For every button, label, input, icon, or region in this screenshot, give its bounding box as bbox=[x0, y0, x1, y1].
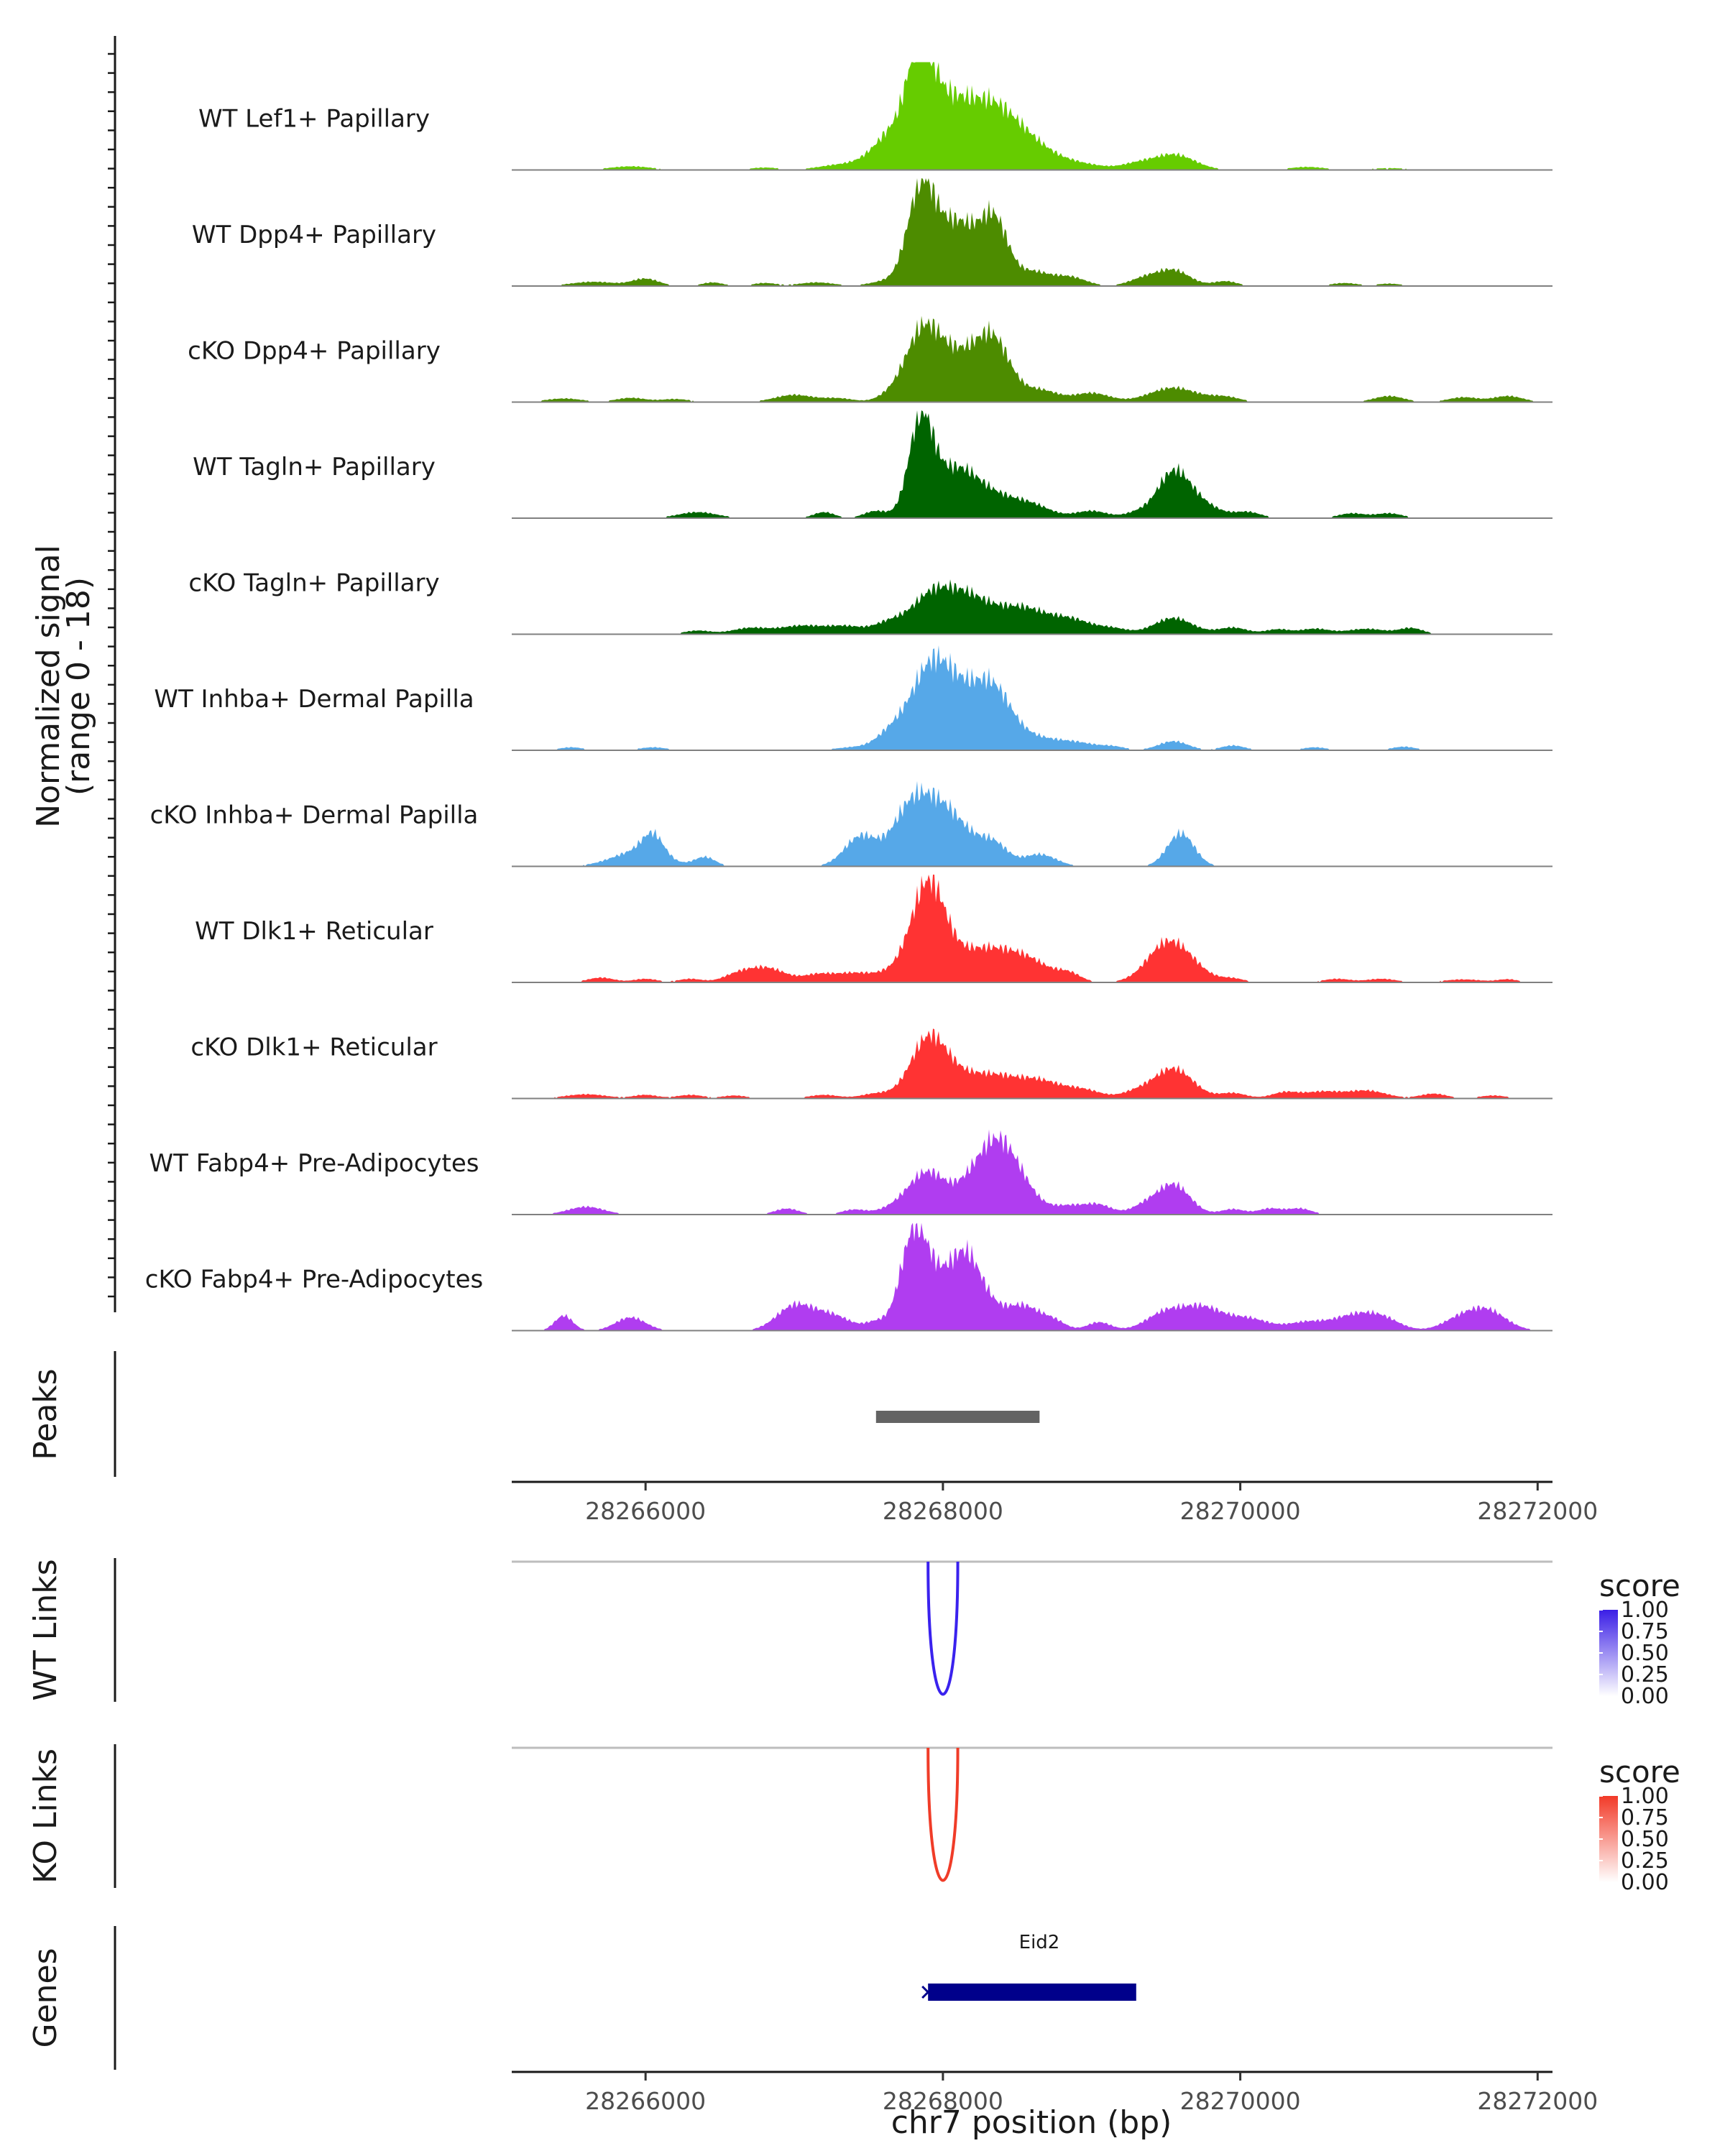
legend-tick-label: 1.00 bbox=[1621, 1598, 1669, 1623]
coverage-area bbox=[512, 780, 1552, 867]
legend-tick-label: 1.00 bbox=[1621, 1784, 1669, 1809]
x-axis-genes: 28266000 28268000 28270000 28272000 bbox=[512, 2070, 1598, 2115]
x-tick-label: 28270000 bbox=[1180, 1497, 1301, 1525]
track-label: cKO Dpp4+ Papillary bbox=[188, 337, 441, 366]
track-label: WT Lef1+ Papillary bbox=[198, 105, 430, 134]
legend-tick-label: 0.25 bbox=[1621, 1848, 1669, 1874]
x-tick-label: 28272000 bbox=[1477, 2087, 1598, 2115]
coverage-area bbox=[512, 1028, 1552, 1099]
coverage-area bbox=[512, 62, 1552, 170]
coverage-area bbox=[512, 1129, 1552, 1215]
coverage-area bbox=[512, 315, 1552, 402]
x-axis-peaks: 28266000 28268000 28270000 28272000 bbox=[512, 1480, 1598, 1525]
track-label: WT Tagln+ Papillary bbox=[193, 453, 436, 482]
x-axis-title: chr7 position (bp) bbox=[891, 2104, 1172, 2141]
coverage-track-3: cKO Dpp4+ Papillary bbox=[188, 315, 1552, 403]
track-label: cKO Tagln+ Papillary bbox=[188, 569, 439, 598]
genes-panel: Genes Eid2 bbox=[27, 1926, 1136, 2070]
coverage-area bbox=[512, 410, 1552, 518]
coverage-area bbox=[512, 645, 1552, 750]
track-label: cKO Inhba+ Dermal Papilla bbox=[150, 801, 479, 830]
coverage-area bbox=[512, 579, 1552, 635]
legend-tick-label: 0.50 bbox=[1621, 1827, 1669, 1852]
peak-region bbox=[875, 1411, 1040, 1423]
x-tick-label: 28272000 bbox=[1477, 1497, 1598, 1525]
track-label: cKO Dlk1+ Reticular bbox=[190, 1033, 437, 1062]
coverage-track-4: WT Tagln+ Papillary bbox=[193, 410, 1552, 519]
coverage-track-10: WT Fabp4+ Pre-Adipocytes bbox=[150, 1129, 1552, 1215]
link-arc bbox=[926, 1747, 960, 1882]
genes-title: Genes bbox=[27, 1948, 64, 2047]
coverage-area bbox=[512, 178, 1552, 286]
links-title: KO Links bbox=[27, 1749, 64, 1884]
track-label: WT Dlk1+ Reticular bbox=[195, 917, 433, 946]
legend-tick-label: 0.00 bbox=[1621, 1870, 1669, 1895]
coverage-y-title: Normalized signal bbox=[30, 545, 67, 828]
coverage-track-2: WT Dpp4+ Papillary bbox=[192, 178, 1552, 287]
legend-title: score bbox=[1599, 1568, 1680, 1603]
coverage-area bbox=[512, 875, 1552, 982]
links-title: WT Links bbox=[27, 1559, 64, 1700]
coverage-track-8: WT Dlk1+ Reticular bbox=[195, 875, 1552, 983]
gene-body bbox=[928, 1984, 1136, 2001]
legend-tick-label: 0.00 bbox=[1621, 1684, 1669, 1709]
legend-tick-label: 0.25 bbox=[1621, 1662, 1669, 1687]
x-tick-label: 28270000 bbox=[1180, 2087, 1301, 2115]
coverage-track-9: cKO Dlk1+ Reticular bbox=[190, 1028, 1552, 1100]
peaks-title: Peaks bbox=[27, 1368, 64, 1460]
legend-tick-label: 0.50 bbox=[1621, 1641, 1669, 1666]
coverage-track-11: cKO Fabp4+ Pre-Adipocytes bbox=[145, 1222, 1552, 1332]
track-label: WT Inhba+ Dermal Papilla bbox=[154, 685, 474, 714]
gene-strand-arrow bbox=[921, 1985, 930, 1999]
track-label: WT Dpp4+ Papillary bbox=[192, 221, 436, 249]
x-tick-label: 28268000 bbox=[883, 1497, 1003, 1525]
x-tick-label: 28268000 bbox=[883, 2087, 1003, 2115]
coverage-track-5: cKO Tagln+ Papillary bbox=[188, 569, 1552, 635]
track-label: cKO Fabp4+ Pre-Adipocytes bbox=[145, 1266, 484, 1294]
coverage-area bbox=[512, 1222, 1552, 1331]
link-arc bbox=[926, 1561, 960, 1696]
legend-tick-label: 0.75 bbox=[1621, 1805, 1669, 1830]
coverage-y-axis bbox=[108, 36, 116, 1312]
x-tick-label: 28266000 bbox=[585, 1497, 706, 1525]
track-label: WT Fabp4+ Pre-Adipocytes bbox=[150, 1149, 479, 1178]
coverage-tracks: WT Lef1+ Papillary WT Dpp4+ Papillary cKO … bbox=[145, 62, 1552, 1332]
legend-title: score bbox=[1599, 1754, 1680, 1789]
coverage-y-range: (range 0 - 18) bbox=[60, 577, 97, 796]
x-tick-label: 28266000 bbox=[585, 2087, 706, 2115]
coverage-track-1: WT Lef1+ Papillary bbox=[198, 62, 1552, 171]
gene-label: Eid2 bbox=[1019, 1932, 1060, 1953]
legend-tick-label: 0.75 bbox=[1621, 1619, 1669, 1644]
peaks-panel: Peaks bbox=[27, 1351, 1040, 1477]
coverage-track-6: WT Inhba+ Dermal Papilla bbox=[154, 645, 1552, 751]
coverage-track-7: cKO Inhba+ Dermal Papilla bbox=[150, 780, 1552, 867]
